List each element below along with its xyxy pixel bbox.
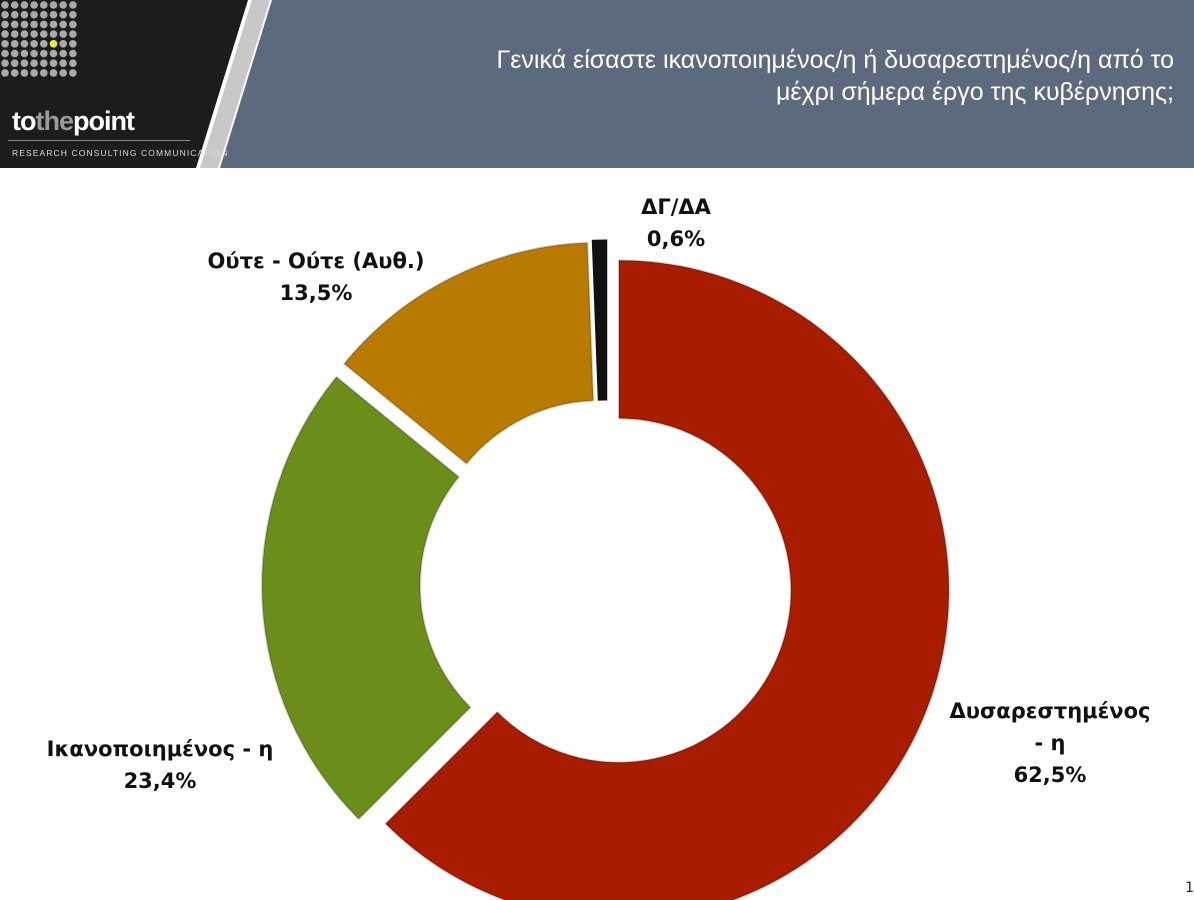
logo-dot <box>1 49 9 58</box>
logo-dot <box>20 1 29 9</box>
logo-dot <box>59 59 67 67</box>
logo-dot <box>49 49 58 58</box>
logo-dot <box>49 30 58 38</box>
title-line-1: Γενικά είσαστε ικανοποιημένος/η ή δυσαρε… <box>496 46 1174 74</box>
logo-dot <box>10 49 19 58</box>
header-banner: tothepoint RESEARCH CONSULTING COMMUNICA… <box>0 0 1194 168</box>
logo-dot <box>20 69 29 77</box>
logo-dot <box>1 20 9 29</box>
brand-tagline: RESEARCH CONSULTING COMMUNICATION <box>12 148 229 158</box>
data-label-satisfied: Ικανοποιημένος - η <box>47 737 274 761</box>
logo-dot <box>30 30 38 38</box>
logo-dot <box>10 10 19 19</box>
doughnut-chart: Δυσαρεστημένος - η 62,5% Ικανοποιημένος - η… <box>47 195 1151 900</box>
logo-dot <box>30 20 38 29</box>
data-label-neither: Ούτε - Ούτε (Αυθ.) <box>208 249 425 273</box>
logo-dot <box>69 40 77 48</box>
page-number: 1 <box>1185 880 1194 896</box>
logo-dot <box>10 20 19 29</box>
logo-dot <box>40 20 48 29</box>
logo-dot <box>1 59 9 67</box>
logo-dot <box>40 69 48 77</box>
logo-dot <box>1 1 9 9</box>
logo-dot <box>40 10 48 19</box>
logo-dot <box>59 30 67 38</box>
logo-dot <box>30 40 38 48</box>
logo-dot <box>20 49 29 58</box>
logo-dot <box>69 1 77 9</box>
logo-dot <box>49 69 58 77</box>
logo-dot <box>20 30 29 38</box>
logo-dot <box>49 10 58 19</box>
logo-dot <box>69 30 77 38</box>
logo-dot <box>40 1 48 9</box>
logo-dot <box>59 10 67 19</box>
logo-dot <box>69 20 77 29</box>
data-label-dissatisfied-value: 62,5% <box>1014 763 1087 787</box>
logo-divider <box>8 140 190 141</box>
logo-dot <box>49 20 58 29</box>
data-label-dont-know-value: 0,6% <box>647 227 705 251</box>
logo-dot-grid <box>1 1 77 77</box>
logo-dot <box>59 40 67 48</box>
logo-dot <box>20 20 29 29</box>
data-label-dissatisfied: - η <box>1035 731 1066 755</box>
logo-dot <box>40 30 48 38</box>
logo-dot <box>69 69 77 77</box>
logo-dot <box>1 40 9 48</box>
logo-dot <box>40 49 48 58</box>
logo-dot <box>59 20 67 29</box>
data-label-dont-know: ΔΓ/ΔΑ <box>641 195 712 219</box>
logo-dot <box>69 49 77 58</box>
data-label-dissatisfied: Δυσαρεστημένος <box>950 699 1151 723</box>
slice-dont-know <box>591 239 608 401</box>
logo-dot <box>1 30 9 38</box>
logo-dot <box>30 69 38 77</box>
logo-dot <box>10 40 19 48</box>
logo-dot <box>49 1 58 9</box>
logo-dot <box>10 30 19 38</box>
slice-satisfied <box>261 375 472 821</box>
logo-dot <box>1 10 9 19</box>
logo-dot <box>49 59 58 67</box>
logo-dot <box>40 40 48 48</box>
data-label-satisfied-value: 23,4% <box>124 769 197 793</box>
title-line-2: μέχρι σήμερα έργο της κυβέρνησης; <box>775 78 1174 106</box>
slice-dissatisfied <box>384 259 950 900</box>
logo-dot <box>10 69 19 77</box>
logo-dot <box>30 59 38 67</box>
logo-dot <box>40 59 48 67</box>
brand-logo: tothepoint <box>12 106 135 136</box>
slice-neither <box>342 241 595 466</box>
logo-dot <box>10 1 19 9</box>
page-title: Γενικά είσαστε ικανοποιημένος/η ή δυσαρε… <box>314 44 1174 108</box>
logo-dot <box>10 59 19 67</box>
logo-dot <box>1 69 9 77</box>
logo-dot <box>59 1 67 9</box>
logo-accent-dot <box>49 40 58 48</box>
logo-dot <box>30 10 38 19</box>
logo-dot <box>20 10 29 19</box>
logo-dot <box>30 49 38 58</box>
logo-dot <box>59 69 67 77</box>
logo-dot <box>69 10 77 19</box>
logo-dot <box>20 40 29 48</box>
logo-dot <box>59 49 67 58</box>
logo-dot <box>69 59 77 67</box>
logo-dot <box>20 59 29 67</box>
logo-dot <box>30 1 38 9</box>
data-label-neither-value: 13,5% <box>280 281 353 305</box>
